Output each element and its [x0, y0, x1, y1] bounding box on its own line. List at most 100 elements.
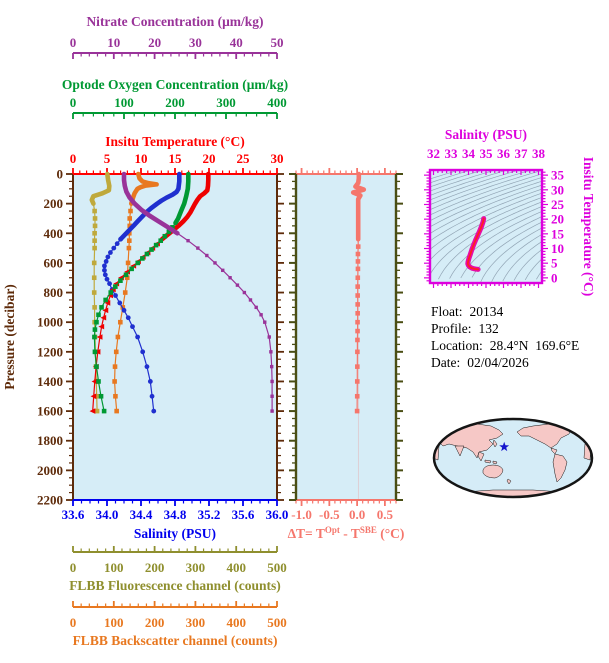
svg-text:40: 40: [230, 35, 243, 50]
svg-text:FLBB Backscatter channel (coun: FLBB Backscatter channel (counts): [73, 633, 278, 648]
svg-text:35.6: 35.6: [232, 507, 255, 522]
svg-text:0: 0: [57, 167, 64, 182]
location-label: Location:: [431, 338, 483, 353]
svg-text:15: 15: [169, 151, 183, 166]
svg-text:400: 400: [267, 95, 287, 110]
profile-label: Profile:: [431, 321, 472, 336]
svg-text:33: 33: [445, 146, 459, 161]
svg-text:34: 34: [462, 146, 476, 161]
svg-text:20: 20: [551, 212, 564, 227]
svg-text:0: 0: [70, 35, 77, 50]
svg-text:1800: 1800: [37, 433, 63, 448]
float-info-row: Date: 02/04/2026: [431, 354, 579, 371]
svg-text:400: 400: [226, 560, 246, 575]
density-contours: [430, 170, 542, 283]
svg-text:5: 5: [104, 151, 111, 166]
svg-text:35: 35: [480, 146, 494, 161]
svg-text:0.0: 0.0: [349, 507, 365, 522]
svg-text:300: 300: [186, 560, 206, 575]
series-oxygen: [92, 171, 191, 414]
svg-text:38: 38: [532, 146, 546, 161]
svg-text:2200: 2200: [37, 493, 63, 508]
ts-curve: [465, 216, 487, 272]
svg-text:0.5: 0.5: [377, 507, 394, 522]
svg-text:0: 0: [70, 615, 77, 630]
axis-nitrate: 0 10 20 30 40 50 Nitrate Concentration (μm/kg): [70, 14, 284, 59]
svg-text:33.6: 33.6: [62, 507, 85, 522]
date-label: Date:: [431, 355, 461, 370]
svg-text:Nitrate Concentration (μm/kg): Nitrate Concentration (μm/kg): [86, 14, 263, 29]
float-value: 20134: [469, 304, 504, 319]
svg-text:300: 300: [186, 615, 206, 630]
svg-text:100: 100: [104, 615, 124, 630]
world-map: [432, 417, 594, 499]
svg-text:800: 800: [44, 285, 64, 300]
svg-text:50: 50: [271, 35, 284, 50]
svg-text:-0.5: -0.5: [319, 507, 340, 522]
svg-text:10: 10: [551, 241, 564, 256]
svg-text:30: 30: [551, 182, 564, 197]
svg-text:30: 30: [271, 151, 284, 166]
svg-text:34.4: 34.4: [130, 507, 153, 522]
delta-pressure-left: [289, 173, 298, 501]
axis-salinity: 33.6 34.0 34.4 34.8 35.2 35.6 36.0 Salinity (PS…: [62, 499, 289, 541]
svg-text:20: 20: [203, 151, 216, 166]
svg-text:1000: 1000: [37, 315, 63, 330]
svg-text:30: 30: [189, 35, 202, 50]
delta-axis-top: [295, 168, 397, 175]
svg-text:200: 200: [165, 95, 185, 110]
svg-text:100: 100: [104, 560, 124, 575]
float-info-row: Location: 28.4°N 169.6°E: [431, 337, 579, 354]
delta-t-axis-title: ΔT= TOpt - TSBE (°C): [288, 525, 405, 541]
float-label: Float:: [431, 304, 463, 319]
svg-text:300: 300: [216, 95, 236, 110]
svg-text:34.8: 34.8: [164, 507, 187, 522]
svg-text:Salinity (PSU): Salinity (PSU): [134, 526, 216, 541]
float-location-star: [499, 441, 510, 452]
axis-temperature: 0 5 10 15 20 25 30 Insitu Temperature (°C): [70, 134, 284, 175]
float-info-block: Float: 20134 Profile: 132 Location: 28.4°N …: [431, 303, 579, 371]
svg-text:1400: 1400: [37, 374, 63, 389]
svg-text:Insitu Temperature (°C): Insitu Temperature (°C): [581, 157, 596, 296]
svg-text:Insitu Temperature (°C): Insitu Temperature (°C): [105, 134, 244, 149]
svg-text:20: 20: [148, 35, 161, 50]
svg-text:Optode Oxygen Concentration (μ: Optode Oxygen Concentration (μm/kg): [62, 77, 288, 92]
series-delta_t: [350, 171, 367, 414]
axis-oxygen: 0 100 200 300 400 Optode Oxygen Concentration…: [62, 77, 288, 119]
svg-text:36.0: 36.0: [266, 507, 289, 522]
svg-text:35: 35: [551, 168, 565, 183]
svg-text:400: 400: [226, 615, 246, 630]
svg-text:34.0: 34.0: [96, 507, 119, 522]
svg-text:200: 200: [44, 196, 64, 211]
svg-text:200: 200: [145, 615, 165, 630]
svg-text:0: 0: [551, 270, 558, 285]
series-nitrate: [121, 171, 274, 413]
svg-text:FLBB Fluorescence channel (cou: FLBB Fluorescence channel (counts): [69, 578, 281, 593]
pressure-axis-left: 0 200 400 600 800 1000 1200 1400 1600 1800 2000 220…: [37, 167, 74, 508]
svg-text:36: 36: [497, 146, 511, 161]
svg-text:Salinity (PSU): Salinity (PSU): [445, 127, 527, 142]
date-value: 02/04/2026: [467, 355, 529, 370]
svg-text:400: 400: [44, 226, 64, 241]
svg-text:0: 0: [70, 95, 77, 110]
main-plot: 0200400600800100012001400160018002000220…: [2, 134, 288, 541]
svg-text:200: 200: [145, 560, 165, 575]
svg-text:500: 500: [267, 615, 287, 630]
svg-text:37: 37: [515, 146, 529, 161]
series-salinity: [102, 171, 182, 414]
ts-axis-salinity: 32 33 34 35 36 37 38 Salinity (PSU): [427, 127, 546, 288]
delta-t-panel: -1.0 -0.5 0.0 0.5 ΔT= TOpt - TSBE (°C): [288, 168, 405, 541]
svg-text:10: 10: [135, 151, 148, 166]
delta-axis-bottom: -1.0 -0.5 0.0 0.5: [291, 499, 397, 522]
svg-text:35.2: 35.2: [198, 507, 221, 522]
float-info-row: Float: 20134: [431, 303, 579, 320]
svg-text:500: 500: [267, 560, 287, 575]
pressure-axis-right: [276, 173, 284, 501]
profile-value: 132: [478, 321, 499, 336]
svg-text:1600: 1600: [37, 404, 63, 419]
svg-text:100: 100: [114, 95, 134, 110]
